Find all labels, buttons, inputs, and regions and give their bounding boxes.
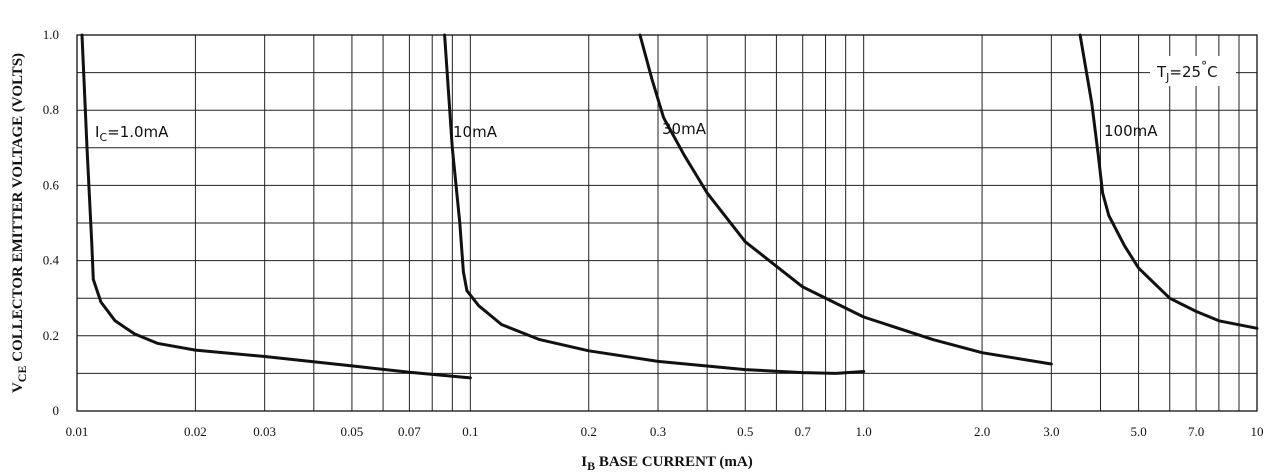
- series-line-1: [80, 33, 472, 380]
- plot-frame: [76, 34, 1258, 412]
- curve-labels: IC=1.0mA 10mA 30mA 100mA: [95, 120, 1158, 144]
- series-line-2: [443, 33, 866, 375]
- x-axis-title: IB BASE CURRENT (mA): [581, 454, 753, 473]
- y-tick-label: 1.0: [43, 27, 59, 42]
- x-tick-label: 0.5: [737, 424, 753, 439]
- x-tick-label: 0.07: [398, 424, 421, 439]
- x-tick-label: 2.0: [974, 424, 990, 439]
- x-tick-label: 0.02: [184, 424, 207, 439]
- series-label-4: 100mA: [1104, 122, 1158, 140]
- curves: [80, 33, 1259, 380]
- y-tick-label: 0.4: [43, 253, 60, 268]
- tick-labels: 0.01 0.02 0.03 0.05 0.07 0.1 0.2 0.3 0.5 0.7 1.0 2.…: [43, 27, 1264, 439]
- x-tick-label: 0.01: [66, 424, 89, 439]
- x-tick-label: 3.0: [1043, 424, 1059, 439]
- y-tick-label: 0.8: [43, 102, 59, 117]
- y-tick-label: 0.6: [43, 177, 60, 192]
- series-label-1: IC=1.0mA: [95, 123, 169, 144]
- svg-text:TJ=25°C: TJ=25°C: [1156, 59, 1218, 84]
- x-tick-label: 7.0: [1188, 424, 1204, 439]
- y-tick-label: 0: [53, 403, 60, 418]
- y-tick-label: 0.2: [43, 328, 59, 343]
- temperature-annotation: TJ=25°C: [1150, 56, 1236, 86]
- x-tick-label: 0.1: [462, 424, 478, 439]
- series-label-2: 10mA: [453, 123, 498, 141]
- x-tick-label: 1.0: [856, 424, 872, 439]
- x-tick-label: 0.7: [795, 424, 812, 439]
- series-line-4: [1078, 33, 1259, 330]
- series-label-3: 30mA: [662, 120, 707, 138]
- x-tick-label: 0.2: [581, 424, 597, 439]
- x-tick-label: 0.03: [253, 424, 276, 439]
- x-tick-label: 5.0: [1130, 424, 1146, 439]
- y-axis-title: VCE COLLECTOR EMITTER VOLTAGE (VOLTS): [10, 53, 29, 393]
- x-tick-label: 10: [1251, 424, 1264, 439]
- series-line-3: [638, 33, 1053, 366]
- x-tick-label: 0.05: [341, 424, 364, 439]
- x-tick-label: 0.3: [650, 424, 666, 439]
